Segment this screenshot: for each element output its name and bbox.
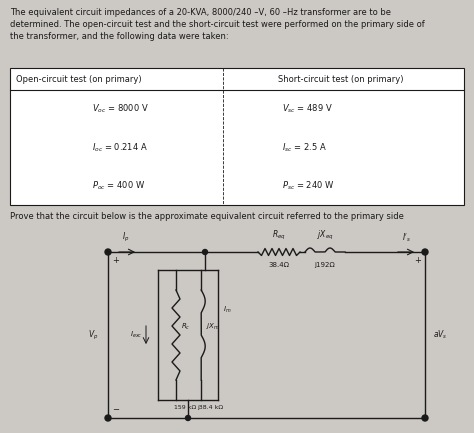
Text: $I_{oc}$ = 0.214 A: $I_{oc}$ = 0.214 A bbox=[92, 141, 147, 154]
Text: $P_{sc}$ = 240 W: $P_{sc}$ = 240 W bbox=[283, 180, 335, 192]
Circle shape bbox=[105, 415, 111, 421]
Text: $V_{sc}$ = 489 V: $V_{sc}$ = 489 V bbox=[283, 103, 333, 116]
Text: j38.4 kΩ: j38.4 kΩ bbox=[197, 405, 223, 410]
Circle shape bbox=[422, 415, 428, 421]
Text: $V_{oc}$ = 8000 V: $V_{oc}$ = 8000 V bbox=[92, 103, 148, 116]
Text: 38.4Ω: 38.4Ω bbox=[268, 262, 290, 268]
Text: Open-circuit test (on primary): Open-circuit test (on primary) bbox=[16, 74, 142, 84]
Text: $I_p$: $I_p$ bbox=[122, 231, 130, 244]
Text: $jX_{eq}$: $jX_{eq}$ bbox=[317, 229, 333, 242]
Text: $jX_m$: $jX_m$ bbox=[206, 322, 220, 332]
Circle shape bbox=[202, 249, 208, 255]
Text: $V_p$: $V_p$ bbox=[88, 329, 98, 342]
Circle shape bbox=[185, 416, 191, 420]
Text: 159 kΩ: 159 kΩ bbox=[174, 405, 196, 410]
Bar bbox=[10, 68, 464, 205]
Text: $I_{exc}$: $I_{exc}$ bbox=[130, 330, 143, 340]
Text: $I_{sc}$ = 2.5 A: $I_{sc}$ = 2.5 A bbox=[283, 141, 328, 154]
Text: Prove that the circuit below is the approximate equivalent circuit referred to t: Prove that the circuit below is the appr… bbox=[10, 212, 404, 221]
Text: +: + bbox=[112, 256, 119, 265]
Text: Short-circuit test (on primary): Short-circuit test (on primary) bbox=[278, 74, 403, 84]
Text: +: + bbox=[414, 256, 421, 265]
Text: $R_c$: $R_c$ bbox=[181, 322, 191, 332]
Text: The equivalent circuit impedances of a 20-KVA, 8000/240 –V, 60 –Hz transformer a: The equivalent circuit impedances of a 2… bbox=[10, 8, 425, 41]
Text: $P_{oc}$ = 400 W: $P_{oc}$ = 400 W bbox=[92, 180, 145, 192]
Text: j192Ω: j192Ω bbox=[315, 262, 336, 268]
Text: $R_{eq}$: $R_{eq}$ bbox=[272, 229, 286, 242]
Circle shape bbox=[105, 249, 111, 255]
Circle shape bbox=[422, 249, 428, 255]
Text: $aV_s$: $aV_s$ bbox=[433, 329, 447, 341]
Text: $I'_s$: $I'_s$ bbox=[402, 232, 412, 244]
Text: −: − bbox=[112, 405, 119, 414]
Text: $I_m$: $I_m$ bbox=[223, 305, 231, 315]
